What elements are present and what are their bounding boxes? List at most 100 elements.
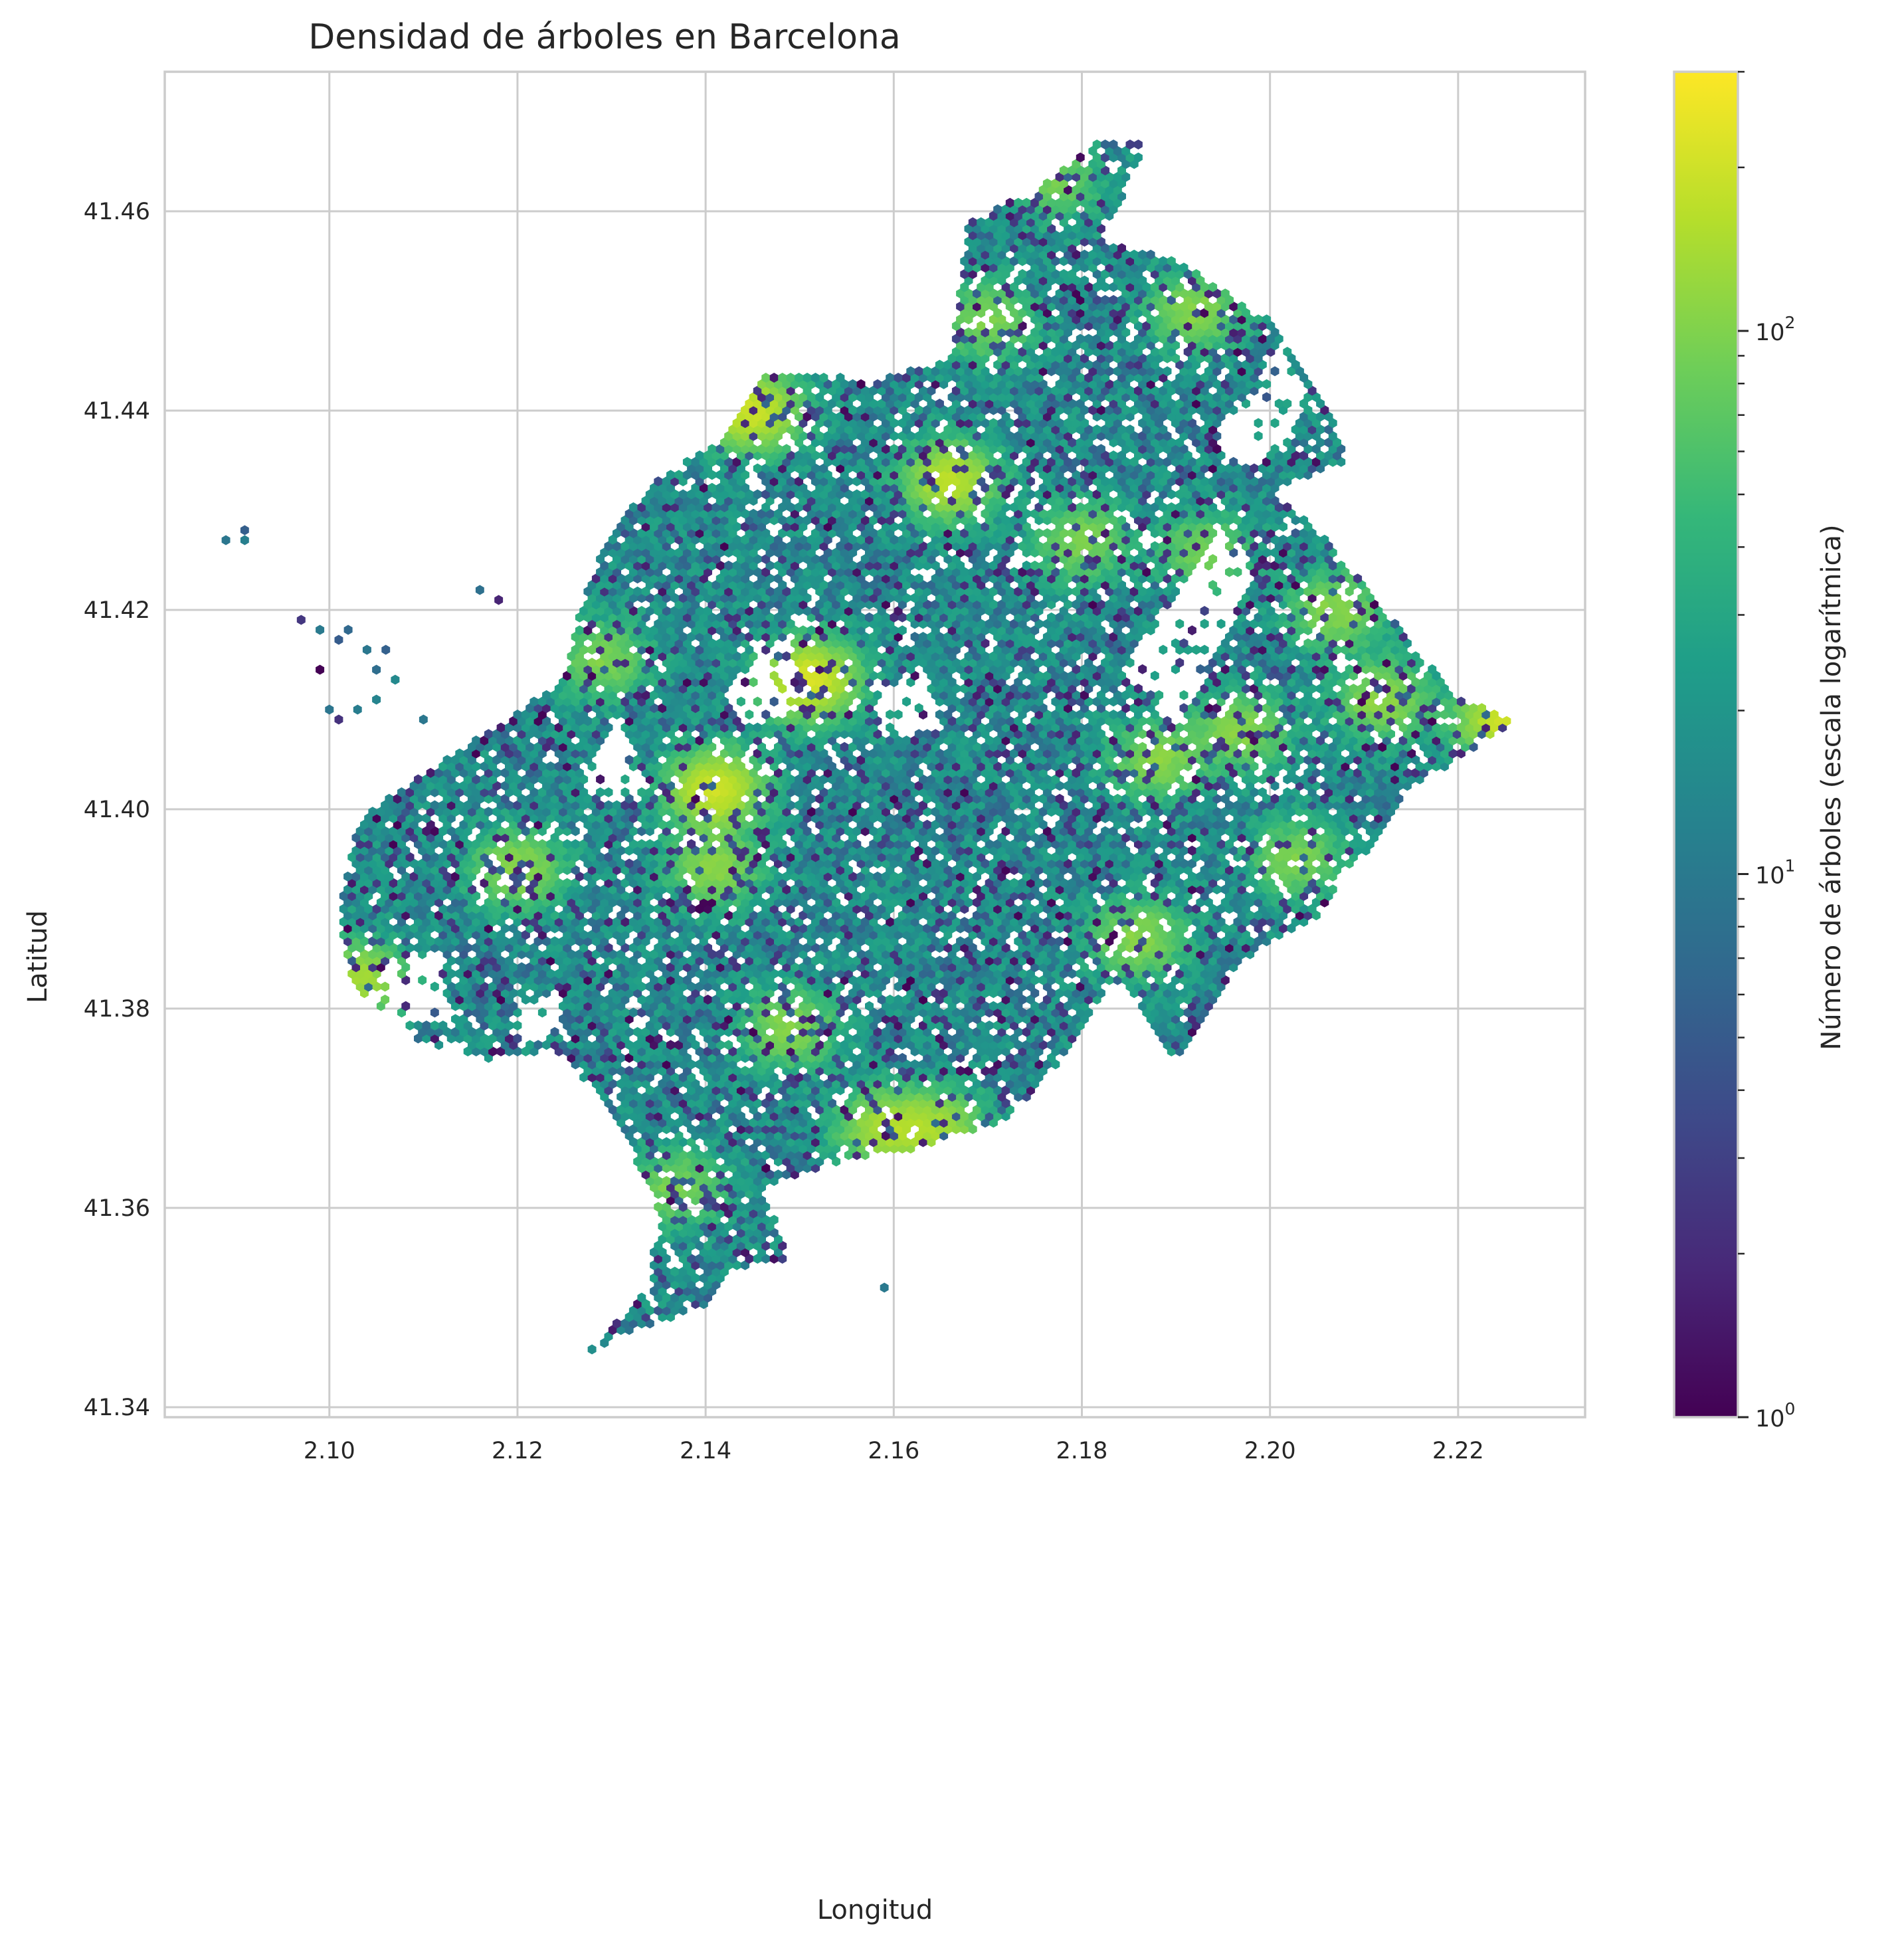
hexbin-cell <box>786 1111 795 1122</box>
hexbin-cell <box>658 1234 667 1244</box>
hexbin-cell <box>637 1318 646 1329</box>
hexbin-cell <box>753 1202 762 1212</box>
hexbin-cell <box>662 1072 671 1082</box>
hexbin-cell <box>807 1118 816 1128</box>
hexbin-cell <box>654 1254 663 1264</box>
hexbin-cell <box>691 1195 700 1206</box>
hexbin-cell <box>678 1202 688 1212</box>
hexbin-cell <box>745 1215 754 1225</box>
hexbin-cell <box>704 1072 712 1082</box>
hexbin-cell <box>914 1078 923 1089</box>
hexbin-cell <box>654 1189 663 1199</box>
hexbin-cell <box>708 1156 717 1167</box>
hexbin-cell <box>844 1150 853 1160</box>
hexbin-cell <box>799 1092 808 1102</box>
hexbin-cell <box>724 1143 733 1154</box>
hexbin-cell <box>935 1111 944 1122</box>
hexbin-cell <box>691 1156 700 1167</box>
hexbin-cell <box>645 1150 654 1160</box>
hexbin-cell <box>728 1111 737 1122</box>
hexbin-cell <box>708 1182 717 1193</box>
hexbin-cell <box>617 1325 626 1335</box>
hexbin-cell <box>745 1072 754 1082</box>
hexbin-cell <box>712 1228 721 1238</box>
hexbin-cell <box>890 1130 899 1141</box>
hexbin-cell <box>749 1092 758 1102</box>
hexbin-cell <box>728 1240 737 1251</box>
hexbin-cell <box>819 1124 828 1134</box>
hexbin-cell <box>753 1240 762 1251</box>
hexbin-cell <box>914 1118 923 1128</box>
hexbin-cell <box>628 1124 638 1134</box>
hexbin-cell <box>687 1292 696 1303</box>
hexbin-cell <box>906 1104 915 1115</box>
hexbin-cell <box>624 1312 634 1322</box>
hexbin-cell <box>662 1228 671 1238</box>
hexbin-cell <box>745 1240 754 1251</box>
hexbin-cell <box>732 1247 741 1258</box>
hexbin-cell <box>691 1273 700 1284</box>
hexbin-cell <box>674 1143 684 1154</box>
hexbin-cell <box>782 1118 791 1128</box>
hexbin-cell <box>674 1234 684 1244</box>
hexbin-cell <box>811 1124 820 1134</box>
hexbin-cell <box>906 1092 915 1102</box>
hexbin-cell <box>732 1078 741 1089</box>
hexbin-cell <box>712 1254 721 1264</box>
hexbin-cell <box>728 1085 737 1096</box>
hexbin-cell <box>782 1104 791 1115</box>
hexbin-cell <box>931 1104 940 1115</box>
hexbin-cell <box>836 1137 845 1147</box>
hexbin-cell <box>823 1104 832 1115</box>
hexbin-cell <box>604 1098 613 1108</box>
hexbin-cell <box>1014 1092 1023 1102</box>
hexbin-cell <box>1001 1072 1010 1082</box>
hexbin-cell <box>782 1143 791 1154</box>
hexbin-cell <box>844 1137 853 1147</box>
hexbin-cell <box>993 1111 1002 1122</box>
hexbin-cell <box>745 1176 754 1186</box>
hexbin-cell <box>856 1078 866 1089</box>
hexbin-cell <box>650 1169 658 1180</box>
hexbin-cell <box>691 1221 700 1232</box>
hexbin-cell <box>865 1104 874 1115</box>
hexbin-cell <box>715 1234 725 1244</box>
hexbin-cell <box>670 1137 680 1147</box>
hexbin-cell <box>641 1130 650 1141</box>
hexbin-cell <box>749 1078 758 1089</box>
hexbin-cell <box>687 1215 696 1225</box>
hexbin-cell <box>674 1156 684 1167</box>
hexbin-cell <box>728 1254 737 1264</box>
hexbin-cell <box>749 1104 758 1115</box>
hexbin-cell <box>704 1254 712 1264</box>
hexbin-cell <box>637 1098 646 1108</box>
hexbin-cell <box>712 1137 721 1147</box>
hexbin-cell <box>695 1085 704 1096</box>
hexbin-cell <box>699 1221 708 1232</box>
hexbin-cell <box>749 1143 758 1154</box>
hexbin-cell <box>695 1254 704 1264</box>
hexbin-cell <box>828 1137 836 1147</box>
hexbin-cell <box>674 1208 684 1219</box>
hexbin-cell <box>943 1111 953 1122</box>
hexbin-cell <box>670 1124 680 1134</box>
hexbin-cell <box>815 1078 824 1089</box>
hexbin-cell <box>699 1286 708 1296</box>
hexbin-cell <box>658 1247 667 1258</box>
hexbin-cell <box>633 1078 642 1089</box>
hexbin-cell <box>898 1078 907 1089</box>
hexbin-cell <box>674 1286 684 1296</box>
hexbin-cell <box>856 1143 866 1154</box>
hexbin-cell <box>704 1163 712 1173</box>
hexbin-cell <box>832 1143 841 1154</box>
hexbin-cell <box>645 1163 654 1173</box>
hexbin-cell <box>778 1085 787 1096</box>
hexbin-cell <box>666 1182 675 1193</box>
hexbin-cell <box>757 1078 766 1089</box>
hexbin-cell <box>724 1260 733 1270</box>
hexbin-cell <box>836 1085 845 1096</box>
hexbin-cell <box>997 1092 1006 1102</box>
hexbin-cell <box>682 1066 692 1076</box>
hexbin-cell <box>650 1260 658 1270</box>
hexbin-cell <box>1005 1078 1014 1089</box>
